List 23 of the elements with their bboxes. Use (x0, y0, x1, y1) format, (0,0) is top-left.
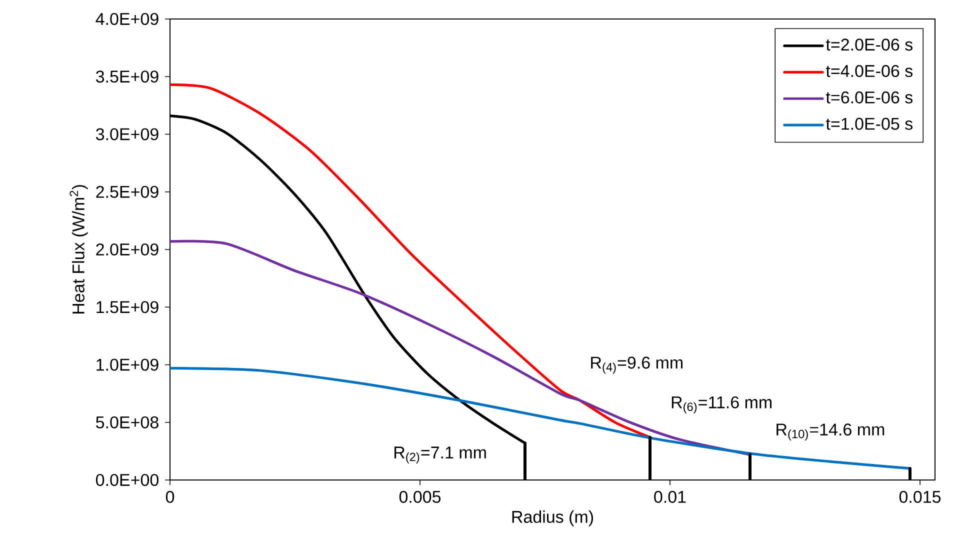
y-tick-label: 0.0E+00 (96, 474, 158, 486)
legend-label: t=2.0E-06 s (826, 38, 913, 51)
legend-label: t=4.0E-06 s (826, 65, 913, 78)
y-axis-title: Heat Flux (W/m$^{2}$) (70, 185, 88, 314)
y-tick-label: 2.0E+09 (96, 243, 158, 256)
annotation: R$_{(6)}$=11.6 mm (672, 396, 772, 414)
legend-label: t=6.0E-06 s (826, 91, 913, 104)
y-tick-label: 2.5E+09 (96, 186, 158, 198)
x-tick-label: 0 (166, 490, 174, 503)
x-tick-label: 0.015 (899, 490, 941, 503)
x-tick-label: 0.01 (654, 490, 686, 503)
y-tick-label: 1.0E+09 (96, 358, 158, 371)
y-tick-label: 1.5E+09 (96, 301, 158, 314)
y-tick-label: 3.0E+09 (96, 128, 158, 140)
annotation: R$_{(10)}$=14.6 mm (776, 424, 884, 441)
x-tick-label: 0.005 (399, 490, 441, 503)
y-tick-label: 5.0E+08 (96, 416, 158, 428)
y-tick-label: 4.0E+09 (96, 12, 158, 26)
y-tick-label: 3.5E+09 (96, 70, 158, 83)
annotation: R$_{(2)}$=7.1 mm (394, 446, 486, 464)
legend-label: t=1.0E-05 s (826, 118, 913, 130)
annotation: R$_{(4)}$=9.6 mm (591, 356, 682, 374)
x-axis-title: Radius (m) (512, 510, 593, 526)
